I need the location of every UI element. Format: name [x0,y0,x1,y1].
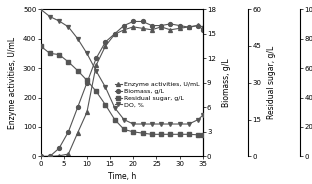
X-axis label: Time, h: Time, h [108,172,136,181]
Y-axis label: Biomass, g/L: Biomass, g/L [222,59,231,107]
Y-axis label: Residual sugar, g/L: Residual sugar, g/L [267,46,276,119]
Legend: Enzyme activities, U/mL, Biomass, g/L, Residual sugar, g/L, DO, %: Enzyme activities, U/mL, Biomass, g/L, R… [115,82,200,108]
Y-axis label: Enzyme activities, U/mL: Enzyme activities, U/mL [8,37,17,129]
